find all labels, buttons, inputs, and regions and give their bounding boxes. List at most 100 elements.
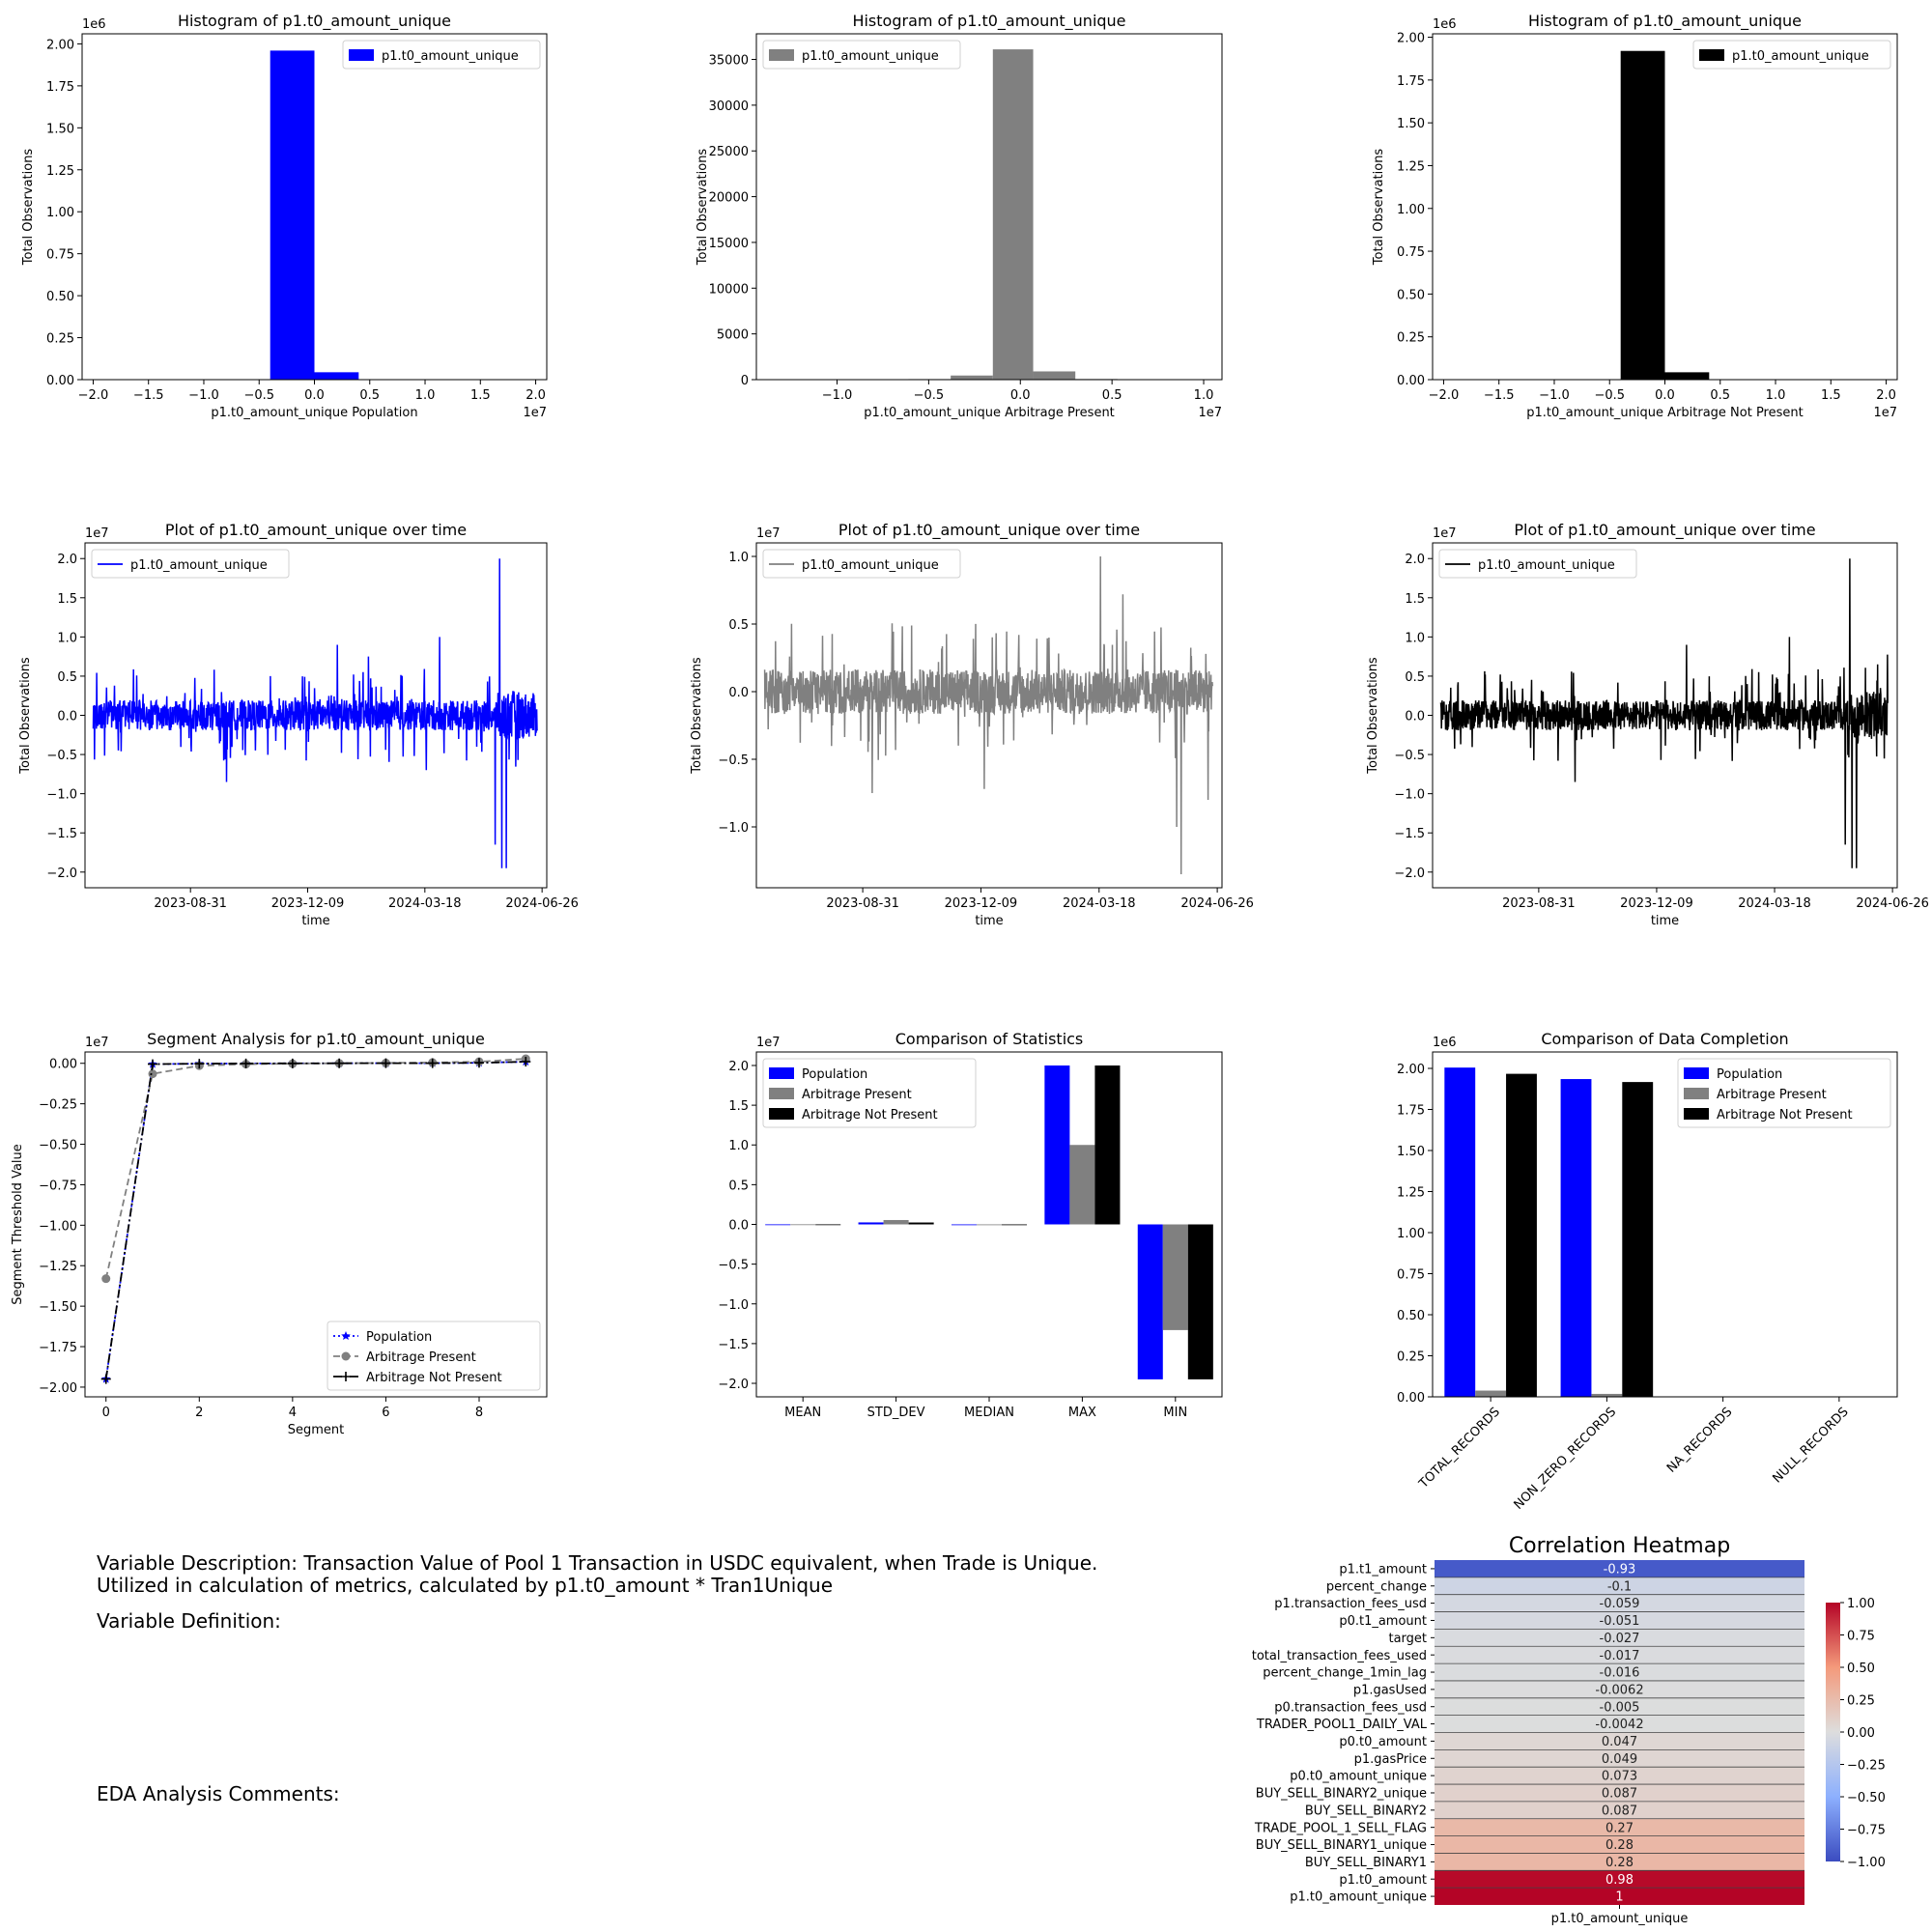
- segment-panel: Segment Analysis for p1.t0_amount_unique…: [11, 1030, 548, 1437]
- stat-bar: [1094, 1065, 1121, 1225]
- chart-title: Segment Analysis for p1.t0_amount_unique: [147, 1030, 485, 1049]
- series-line: [763, 555, 1213, 875]
- x-tick-label: 2023-12-09: [271, 896, 345, 911]
- y-offset-label: 1e7: [756, 1036, 781, 1050]
- y-tick-label: −1.0: [718, 1298, 749, 1313]
- y-axis-label: Segment Threshold Value: [11, 1144, 25, 1305]
- chart-title: Plot of p1.t0_amount_unique over time: [165, 521, 467, 540]
- heatmap-cell: [1435, 1818, 1804, 1836]
- y-tick-label: 0.00: [1397, 374, 1425, 388]
- y-tick-label: 0.5: [57, 670, 77, 685]
- heatmap-row-label: p0.transaction_fees_usd: [1274, 1700, 1427, 1715]
- y-tick-label: 2.00: [1397, 32, 1425, 46]
- chart-title: Plot of p1.t0_amount_unique over time: [1514, 521, 1815, 540]
- y-tick-label: 1.00: [1397, 1227, 1425, 1241]
- colorbar-tick-label: 0.25: [1847, 1694, 1875, 1709]
- heatmap-row-label: p1.transaction_fees_usd: [1274, 1597, 1427, 1611]
- heatmap-cell: [1435, 1732, 1804, 1750]
- variable-description-line2: Utilized in calculation of metrics, calc…: [97, 1574, 834, 1597]
- y-tick-label: 1.0: [728, 551, 749, 565]
- colorbar-tick-label: −0.50: [1847, 1791, 1886, 1805]
- x-tick-label: MEAN: [784, 1406, 821, 1420]
- data-point: [341, 1372, 351, 1381]
- legend-entry: Arbitrage Present: [802, 1088, 912, 1102]
- series-line: [92, 558, 538, 868]
- y-tick-label: 1.5: [57, 592, 77, 607]
- y-tick-label: 1.0: [1405, 631, 1425, 645]
- data-point: [241, 1058, 251, 1068]
- y-axis-label: Total Observations: [690, 657, 704, 775]
- legend-box: [342, 40, 541, 70]
- y-tick-label: 1.50: [1397, 117, 1425, 131]
- heatmap-cell: [1435, 1611, 1804, 1630]
- x-tick-label: 2023-12-09: [1620, 896, 1693, 911]
- heatmap-title: Correlation Heatmap: [1509, 1534, 1730, 1558]
- x-tick-label: 2024-06-26: [1856, 896, 1929, 911]
- y-tick-label: −0.5: [1394, 749, 1425, 763]
- y-tick-label: 0.00: [1397, 1391, 1425, 1406]
- y-tick-label: 0.5: [1405, 670, 1425, 685]
- axes-frame: [755, 542, 1223, 889]
- heatmap-row-label: total_transaction_fees_used: [1252, 1649, 1427, 1663]
- colorbar-tick-label: 0.75: [1847, 1630, 1875, 1644]
- completion-bar: [1622, 1082, 1654, 1397]
- legend-box: [1438, 549, 1637, 579]
- heatmap-row-label: p1.gasUsed: [1353, 1683, 1427, 1697]
- y-tick-label: 2.0: [1405, 553, 1425, 567]
- stat-bar: [951, 1224, 977, 1226]
- stat-bar: [815, 1224, 841, 1226]
- heatmap-value: 0.28: [1605, 1838, 1634, 1853]
- y-tick-label: −1.0: [46, 788, 77, 803]
- y-tick-label: −1.5: [46, 827, 77, 841]
- heatmap-row-label: percent_change_1min_lag: [1263, 1666, 1427, 1681]
- chart-title: Plot of p1.t0_amount_unique over time: [838, 521, 1140, 540]
- completion-bar: [1444, 1067, 1476, 1397]
- y-tick-label: 1.50: [46, 122, 74, 136]
- heatmap-value: 0.98: [1605, 1873, 1634, 1888]
- data-point: [341, 1331, 351, 1340]
- legend-entry: Population: [366, 1330, 432, 1345]
- x-tick-label: −1.5: [133, 388, 164, 403]
- histogram-panel: Histogram of p1.t0_amount_unique 0.00 0.25…: [21, 12, 548, 420]
- y-tick-label: 0: [741, 374, 749, 388]
- y-tick-label: 30000: [709, 99, 749, 114]
- x-tick-label: 2: [195, 1406, 203, 1420]
- data-point: [381, 1058, 391, 1068]
- eda-analysis-comments: EDA Analysis Comments:: [97, 1782, 340, 1805]
- y-tick-label: 0.0: [728, 686, 749, 700]
- x-tick-label: −2.0: [1429, 388, 1460, 403]
- data-point: [427, 1058, 438, 1068]
- heatmap-cell: [1435, 1801, 1804, 1819]
- y-tick-label: 15000: [709, 237, 749, 251]
- stat-bar: [976, 1224, 1003, 1226]
- x-axis-label: time: [975, 914, 1003, 928]
- legend-entry: Arbitrage Not Present: [366, 1371, 502, 1385]
- x-tick-label: NA_RECORDS: [1664, 1405, 1736, 1476]
- heatmap-row-label: p1.gasPrice: [1354, 1752, 1427, 1767]
- y-tick-label: 0.50: [46, 290, 74, 304]
- stat-bar: [1187, 1224, 1213, 1379]
- heatmap-row-label: p1.t1_amount: [1339, 1563, 1427, 1577]
- colorbar-tick-label: −0.25: [1847, 1759, 1886, 1774]
- legend-swatch: [1684, 1108, 1709, 1120]
- x-tick-label: 0: [102, 1406, 110, 1420]
- statistics-panel: Comparison of Statistics −2.0 −1.5 −1.0 −0.5…: [718, 1030, 1223, 1420]
- y-tick-label: 0.25: [46, 332, 74, 347]
- y-tick-label: 0.00: [46, 374, 74, 388]
- x-tick-label: 8: [475, 1406, 483, 1420]
- y-tick-label: 10000: [709, 282, 749, 297]
- y-offset-label: 1e6: [82, 17, 106, 32]
- stat-bar: [858, 1222, 884, 1225]
- heatmap-cell: [1435, 1853, 1804, 1871]
- x-tick-label: 0.0: [1010, 388, 1031, 403]
- x-axis-label: p1.t0_amount_unique Arbitrage Not Presen…: [1526, 406, 1803, 420]
- heatmap-row-label: TRADE_POOL_1_SELL_FLAG: [1254, 1821, 1427, 1835]
- x-tick-label: STD_DEV: [867, 1406, 925, 1420]
- y-tick-label: −1.5: [1394, 827, 1425, 841]
- heatmap-value: -0.005: [1600, 1700, 1640, 1715]
- heatmap-cell: [1435, 1835, 1804, 1854]
- x-tick-label: 1.0: [1194, 388, 1214, 403]
- variable-definition: Variable Definition:: [97, 1609, 281, 1633]
- y-tick-label: 2.00: [1397, 1063, 1425, 1077]
- x-tick-label: 2023-08-31: [1502, 896, 1576, 911]
